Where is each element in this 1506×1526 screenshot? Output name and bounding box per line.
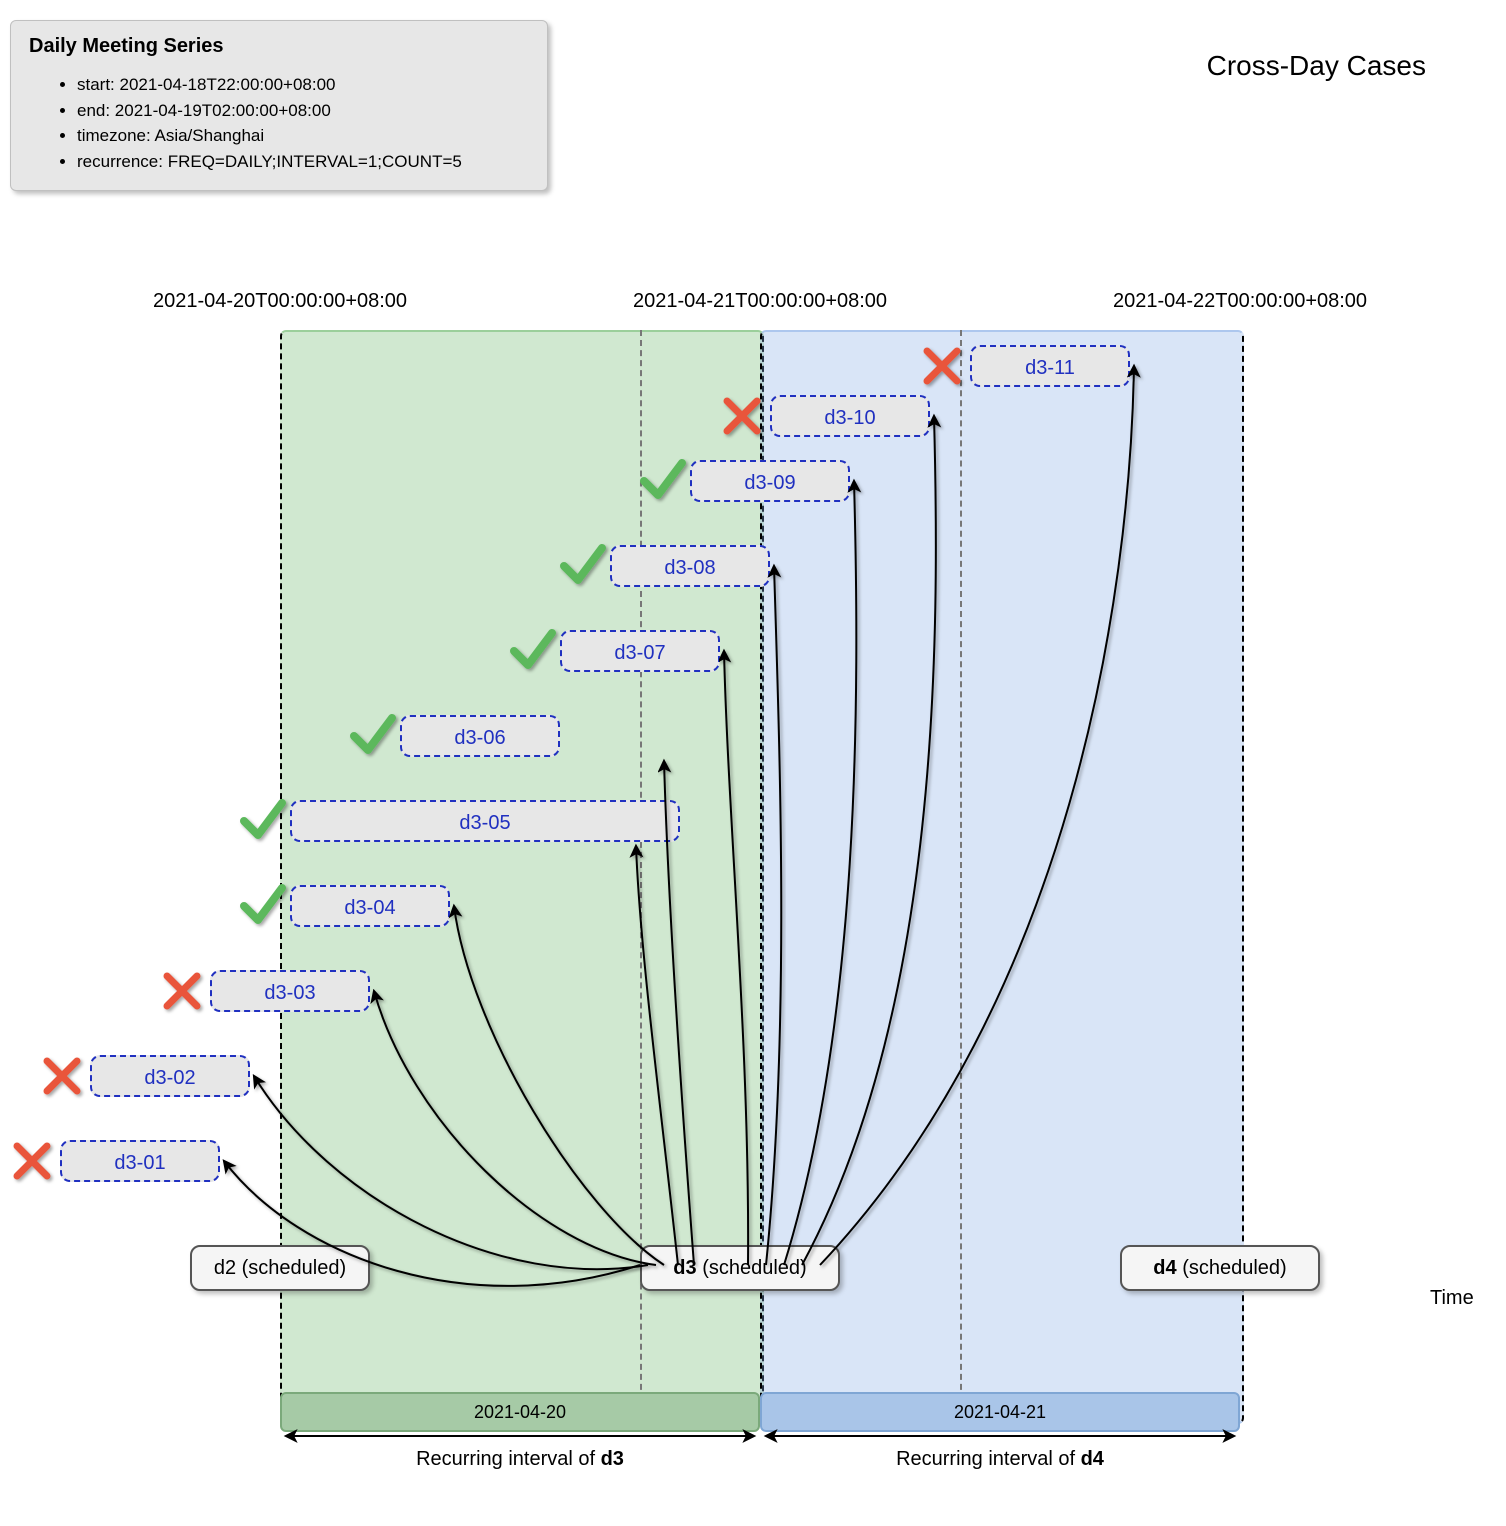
info-item: end: 2021-04-19T02:00:00+08:00 [77,98,529,124]
check-icon [244,803,282,835]
cross-icon [47,1061,77,1091]
date-band: 2021-04-21 [760,1392,1240,1432]
case-box-d3-04: d3-04 [290,885,450,927]
info-item: start: 2021-04-18T22:00:00+08:00 [77,72,529,98]
diagram-title: Cross-Day Cases [1207,50,1426,82]
case-box-d3-01: d3-01 [60,1140,220,1182]
case-box-d3-05: d3-05 [290,800,680,842]
scheduled-box-d2: d2 (scheduled) [190,1245,370,1291]
day-boundary-label: 2021-04-21T00:00:00+08:00 [633,290,887,313]
check-icon [244,888,282,920]
case-box-d3-09: d3-09 [690,460,850,502]
info-item: recurrence: FREQ=DAILY;INTERVAL=1;COUNT=… [77,149,529,175]
case-box-d3-08: d3-08 [610,545,770,587]
date-band: 2021-04-20 [280,1392,760,1432]
scheduled-box-d3: d3 (scheduled) [640,1245,840,1291]
day-boundary-label: 2021-04-20T00:00:00+08:00 [153,290,407,313]
info-box: Daily Meeting Series start: 2021-04-18T22… [10,20,548,191]
time-axis-label: Time [1430,1287,1474,1310]
case-box-d3-02: d3-02 [90,1055,250,1097]
info-list: start: 2021-04-18T22:00:00+08:00end: 202… [29,72,529,174]
case-box-d3-07: d3-07 [560,630,720,672]
cross-icon [167,976,197,1006]
cross-icon [17,1146,47,1176]
day-boundary-label: 2021-04-22T00:00:00+08:00 [1113,290,1367,313]
case-box-d3-11: d3-11 [970,345,1130,387]
inner-guide-line [960,330,962,1420]
case-box-d3-10: d3-10 [770,395,930,437]
info-item: timezone: Asia/Shanghai [77,123,529,149]
recur-interval-label: Recurring interval of d4 [760,1448,1240,1471]
case-box-d3-03: d3-03 [210,970,370,1012]
info-title: Daily Meeting Series [29,35,529,58]
recur-interval-label: Recurring interval of d3 [280,1448,760,1471]
scheduled-box-d4: d4 (scheduled) [1120,1245,1320,1291]
case-box-d3-06: d3-06 [400,715,560,757]
